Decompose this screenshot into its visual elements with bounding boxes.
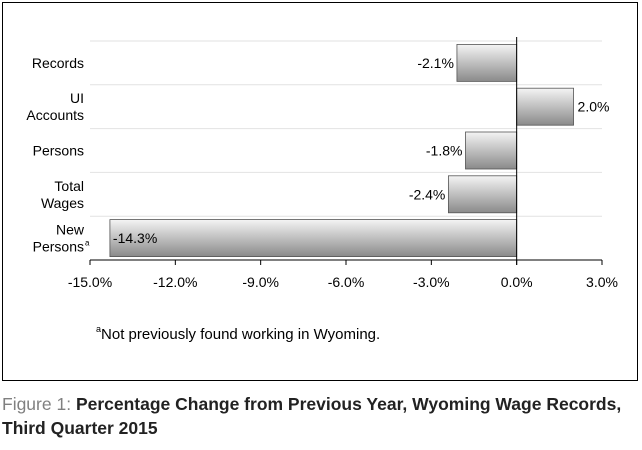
data-label: -14.3%: [113, 230, 157, 246]
category-label: Accounts: [26, 107, 84, 123]
footnote-text: Not previously found working in Wyoming.: [101, 326, 381, 343]
figure-caption: Figure 1: Percentage Change from Previou…: [2, 392, 638, 440]
category-label: Persons: [33, 143, 84, 159]
x-tick-label: -15.0%: [68, 274, 112, 290]
x-tick-label: -12.0%: [153, 274, 197, 290]
category-label: Total: [54, 178, 84, 194]
category-label: UI: [70, 90, 84, 106]
category-label: Records: [32, 55, 84, 71]
footnote-marker: a: [96, 324, 102, 334]
bar-chart: -2.1% 2.0% -1.8% -2.4% -14.3% -15.0% -12.0% -9.…: [26, 37, 618, 290]
bar: [447, 175, 518, 214]
figure-label: Figure 1:: [2, 394, 72, 414]
data-label: -2.4%: [409, 186, 446, 202]
x-tick-label: -3.0%: [413, 274, 450, 290]
category-label: New: [56, 222, 85, 238]
category-label: Wages: [41, 195, 84, 211]
category-superscript: a: [85, 239, 90, 248]
category-label: Persons: [33, 239, 84, 255]
bars: [109, 44, 574, 258]
bar: [109, 219, 518, 258]
footnote: aNot previously found working in Wyoming…: [96, 324, 381, 343]
x-tick-label: -6.0%: [328, 274, 365, 290]
x-tick-label: -9.0%: [242, 274, 279, 290]
chart-frame: -2.1% 2.0% -1.8% -2.4% -14.3% -15.0% -12.0% -9.…: [2, 2, 638, 381]
x-tick-label: 0.0%: [501, 274, 533, 290]
bar: [516, 87, 574, 126]
data-label: -1.8%: [426, 143, 463, 159]
data-label: -2.1%: [417, 55, 454, 71]
bar: [456, 44, 518, 82]
axes: [89, 37, 603, 265]
labels: -2.1% 2.0% -1.8% -2.4% -14.3% -15.0% -12.0% -9.…: [26, 55, 618, 290]
data-label: 2.0%: [578, 99, 610, 115]
figure-title: Percentage Change from Previous Year, Wy…: [2, 394, 622, 438]
bar: [465, 131, 518, 170]
x-tick-label: 3.0%: [586, 274, 618, 290]
